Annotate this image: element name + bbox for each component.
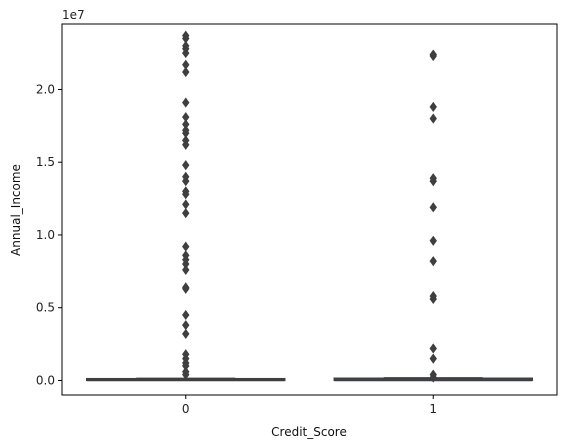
x-tick-label: 1 <box>429 402 437 416</box>
outlier-point <box>429 202 437 213</box>
outlier-point <box>182 282 190 293</box>
outlier-point <box>429 173 437 184</box>
outlier-point <box>182 320 190 331</box>
outlier-point <box>182 135 190 146</box>
outlier-point <box>182 30 190 41</box>
box-group-0 <box>86 30 286 382</box>
outlier-point <box>182 160 190 171</box>
y-tick-label: 2.0 <box>36 82 55 96</box>
outlier-point <box>429 49 437 60</box>
outlier-point <box>182 66 190 78</box>
y-tick-label: 1.0 <box>36 228 55 242</box>
outlier-point <box>182 250 190 261</box>
outlier-point <box>182 309 190 321</box>
outlier-point <box>182 125 190 136</box>
outlier-point <box>182 199 190 210</box>
y-offset-label: 1e7 <box>62 8 85 22</box>
outlier-point <box>182 171 190 182</box>
outlier-point <box>182 119 190 130</box>
outlier-point <box>429 101 437 113</box>
x-axis-label: Credit_Score <box>271 425 347 439</box>
outlier-point <box>429 369 437 380</box>
outlier-point <box>182 349 190 360</box>
y-tick-label: 0.5 <box>36 301 55 315</box>
outlier-point <box>429 235 437 246</box>
y-axis-label: Annual_Income <box>9 164 23 256</box>
x-tick-label: 0 <box>182 402 190 416</box>
outlier-point <box>182 112 190 123</box>
y-ticks: 0.0 0.5 1.0 1.5 2.0 <box>36 82 62 387</box>
box-group-1 <box>333 49 533 383</box>
outlier-point <box>182 208 190 219</box>
outlier-point <box>182 328 190 339</box>
outlier-point <box>182 97 190 108</box>
outlier-point <box>429 256 437 267</box>
y-tick-label: 1.5 <box>36 155 55 169</box>
outlier-point <box>182 241 190 252</box>
outlier-point <box>429 343 437 354</box>
outlier-point <box>429 113 437 124</box>
outlier-point <box>182 40 190 51</box>
y-tick-label: 0.0 <box>36 373 55 387</box>
outlier-point <box>182 264 190 275</box>
outlier-point <box>429 353 437 364</box>
outlier-point <box>182 186 190 197</box>
outlier-point <box>182 366 190 377</box>
boxes-layer <box>86 30 533 383</box>
outlier-point <box>429 290 437 302</box>
outlier-point <box>182 59 190 70</box>
plot-frame <box>61 23 558 396</box>
